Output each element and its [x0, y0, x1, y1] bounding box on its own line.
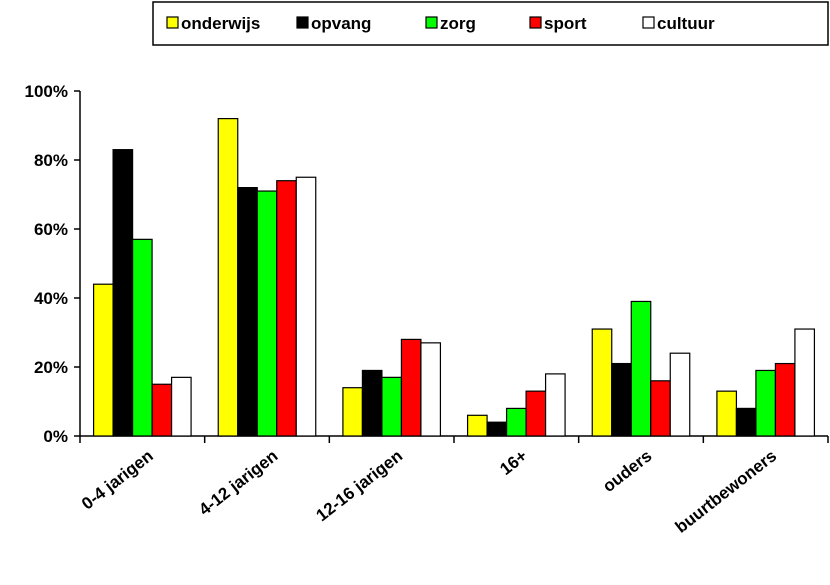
bars: [92, 117, 816, 437]
legend-frame: [152, 1, 829, 46]
bar-cultuur-2: [420, 342, 442, 437]
legend-swatch-cultuur: [642, 16, 655, 29]
legend-label-sport: sport: [544, 14, 587, 33]
x-category-label: 12-16 jarigen: [313, 446, 407, 525]
y-tick-label: 40%: [34, 289, 68, 308]
bar-opvang-5: [735, 407, 757, 437]
y-tick-label: 60%: [34, 220, 68, 239]
bar-zorg-2: [381, 376, 403, 437]
bar-cultuur-0: [170, 376, 192, 437]
legend-label-onderwijs: onderwijs: [181, 14, 260, 33]
y-tick-label: 20%: [34, 358, 68, 377]
bar-cultuur-1: [295, 176, 317, 437]
x-category-label: 0-4 jarigen: [78, 446, 157, 513]
legend: onderwijs opvang zorg sport cultuur: [152, 1, 829, 46]
bar-opvang-2: [361, 369, 383, 437]
bar-onderwijs-4: [591, 328, 613, 437]
legend-label-opvang: opvang: [311, 14, 371, 33]
x-category-label: 16+: [496, 446, 530, 479]
bar-onderwijs-2: [342, 387, 364, 437]
x-category-label: buurtbewoners: [672, 446, 780, 537]
bar-zorg-0: [131, 238, 153, 437]
bar-sport-4: [650, 380, 671, 437]
bar-cultuur-3: [544, 373, 566, 437]
bar-sport-1: [276, 180, 297, 437]
bar-sport-3: [525, 390, 547, 437]
legend-label-cultuur: cultuur: [657, 14, 715, 33]
bar-zorg-5: [755, 369, 777, 437]
bar-opvang-0: [112, 149, 134, 437]
legend-swatch-zorg: [425, 16, 438, 29]
x-category-label: 4-12 jarigen: [195, 446, 281, 519]
bar-zorg-4: [630, 300, 652, 437]
legend-swatch-onderwijs: [166, 16, 179, 29]
y-tick-label: 0%: [43, 427, 68, 446]
legend-swatch-sport: [529, 16, 542, 29]
x-category-label: ouders: [599, 446, 655, 496]
bar-zorg-3: [505, 407, 527, 437]
legend-swatch-opvang: [296, 16, 309, 29]
bar-opvang-4: [611, 362, 632, 437]
bar-sport-0: [151, 383, 173, 437]
axes: [74, 90, 829, 443]
bar-sport-2: [400, 338, 422, 437]
y-tick-label: 100%: [25, 82, 68, 101]
bar-cultuur-5: [794, 328, 816, 437]
bar-onderwijs-5: [716, 390, 738, 437]
bar-onderwijs-1: [217, 117, 239, 437]
bar-cultuur-4: [669, 352, 691, 437]
bar-onderwijs-0: [92, 283, 114, 437]
bar-sport-5: [774, 362, 796, 437]
bar-opvang-1: [237, 187, 258, 437]
bar-onderwijs-3: [466, 414, 488, 437]
bar-zorg-1: [256, 190, 278, 437]
bar-opvang-3: [486, 421, 508, 437]
y-tick-label: 80%: [34, 151, 68, 170]
legend-label-zorg: zorg: [440, 14, 476, 33]
